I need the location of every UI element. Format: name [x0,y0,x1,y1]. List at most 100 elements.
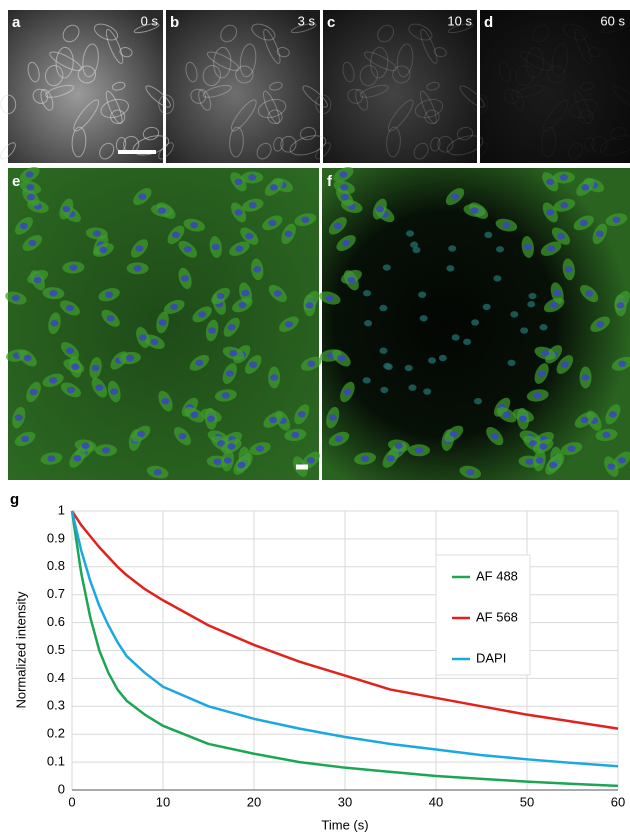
cell [73,99,100,132]
nucleus [379,304,388,312]
y-tick-label: 0.7 [47,586,65,601]
nucleus [11,294,20,302]
nucleus [473,397,482,405]
nucleus [19,222,28,230]
nucleus [245,232,254,240]
nucleus [284,230,293,238]
nucleus [529,440,538,447]
nucleus [446,265,455,272]
nucleus [198,311,207,318]
cell [235,65,254,84]
cell [580,81,594,91]
cell [359,64,379,87]
panel-label: c [327,14,335,31]
nucleus [362,377,371,384]
cell [276,47,290,58]
nucleus [138,334,147,341]
time-label: 10 s [447,13,472,28]
x-tick-label: 50 [520,794,534,809]
nucleus [208,327,217,334]
nucleus [386,454,395,462]
nucleus [161,397,170,405]
x-tick-label: 40 [429,794,443,809]
nucleus [541,350,550,357]
nucleus [47,455,56,462]
nucleus [190,411,199,419]
nucleus [448,245,457,252]
nucleus [126,354,135,362]
y-tick-label: 1 [58,502,65,517]
cell [302,85,328,108]
cell [315,94,332,115]
cell [601,23,628,34]
cell [433,47,447,58]
nucleus [206,415,215,422]
cell [578,109,594,125]
nucleus [527,301,536,308]
nucleus [340,193,349,201]
cell [105,28,124,64]
cell [525,46,544,79]
cell [251,23,276,41]
cell [519,51,553,72]
nucleus [28,239,37,247]
nucleus [493,275,502,282]
nucleus [364,320,373,327]
nucleus [92,230,101,237]
nucleus [363,289,372,297]
nucleus [91,364,100,372]
nucleus [567,445,576,452]
y-tick-label: 0.5 [47,642,65,657]
nucleus [49,377,58,384]
nucleus [404,364,413,372]
nucleus [253,266,262,273]
nucleus [550,301,559,309]
cell [220,24,238,43]
nucleus [525,458,534,465]
nucleus [50,320,59,327]
cell [202,84,232,98]
cell [456,126,474,141]
nucleus [507,359,516,367]
y-tick-label: 0 [58,781,65,796]
nucleus [25,171,34,178]
nucleus [183,246,192,253]
series-line [70,510,619,768]
cell [387,99,414,132]
panel-label: f [327,173,333,190]
y-tick-label: 0.3 [47,698,65,713]
cell [503,88,520,104]
micrograph [166,10,320,163]
cell [392,65,411,84]
nucleus [496,246,505,253]
nucleus [451,334,460,341]
cell [0,142,16,160]
nucleus [581,374,590,381]
cell [542,99,569,132]
nucleus [69,264,78,271]
x-tick-label: 10 [156,794,170,809]
nucleus [539,324,548,331]
nucleus [415,447,424,454]
nucleus [482,303,491,311]
micrograph [323,10,477,163]
nucleus [559,174,568,181]
cell [420,90,437,124]
cell [420,28,438,64]
series-line [70,510,619,788]
nucleus [337,354,346,362]
cell [142,126,160,141]
nucleus [33,277,42,284]
nucleus [23,354,32,362]
nucleus [580,416,589,424]
nucleus [301,216,310,223]
cell [158,142,174,160]
x-tick-label: 60 [611,794,625,809]
nucleus [347,277,356,284]
cell [574,90,592,124]
cell [377,24,395,43]
cell [574,28,592,64]
x-tick-label: 20 [247,794,261,809]
nucleus [471,319,480,326]
nucleus [380,386,389,394]
